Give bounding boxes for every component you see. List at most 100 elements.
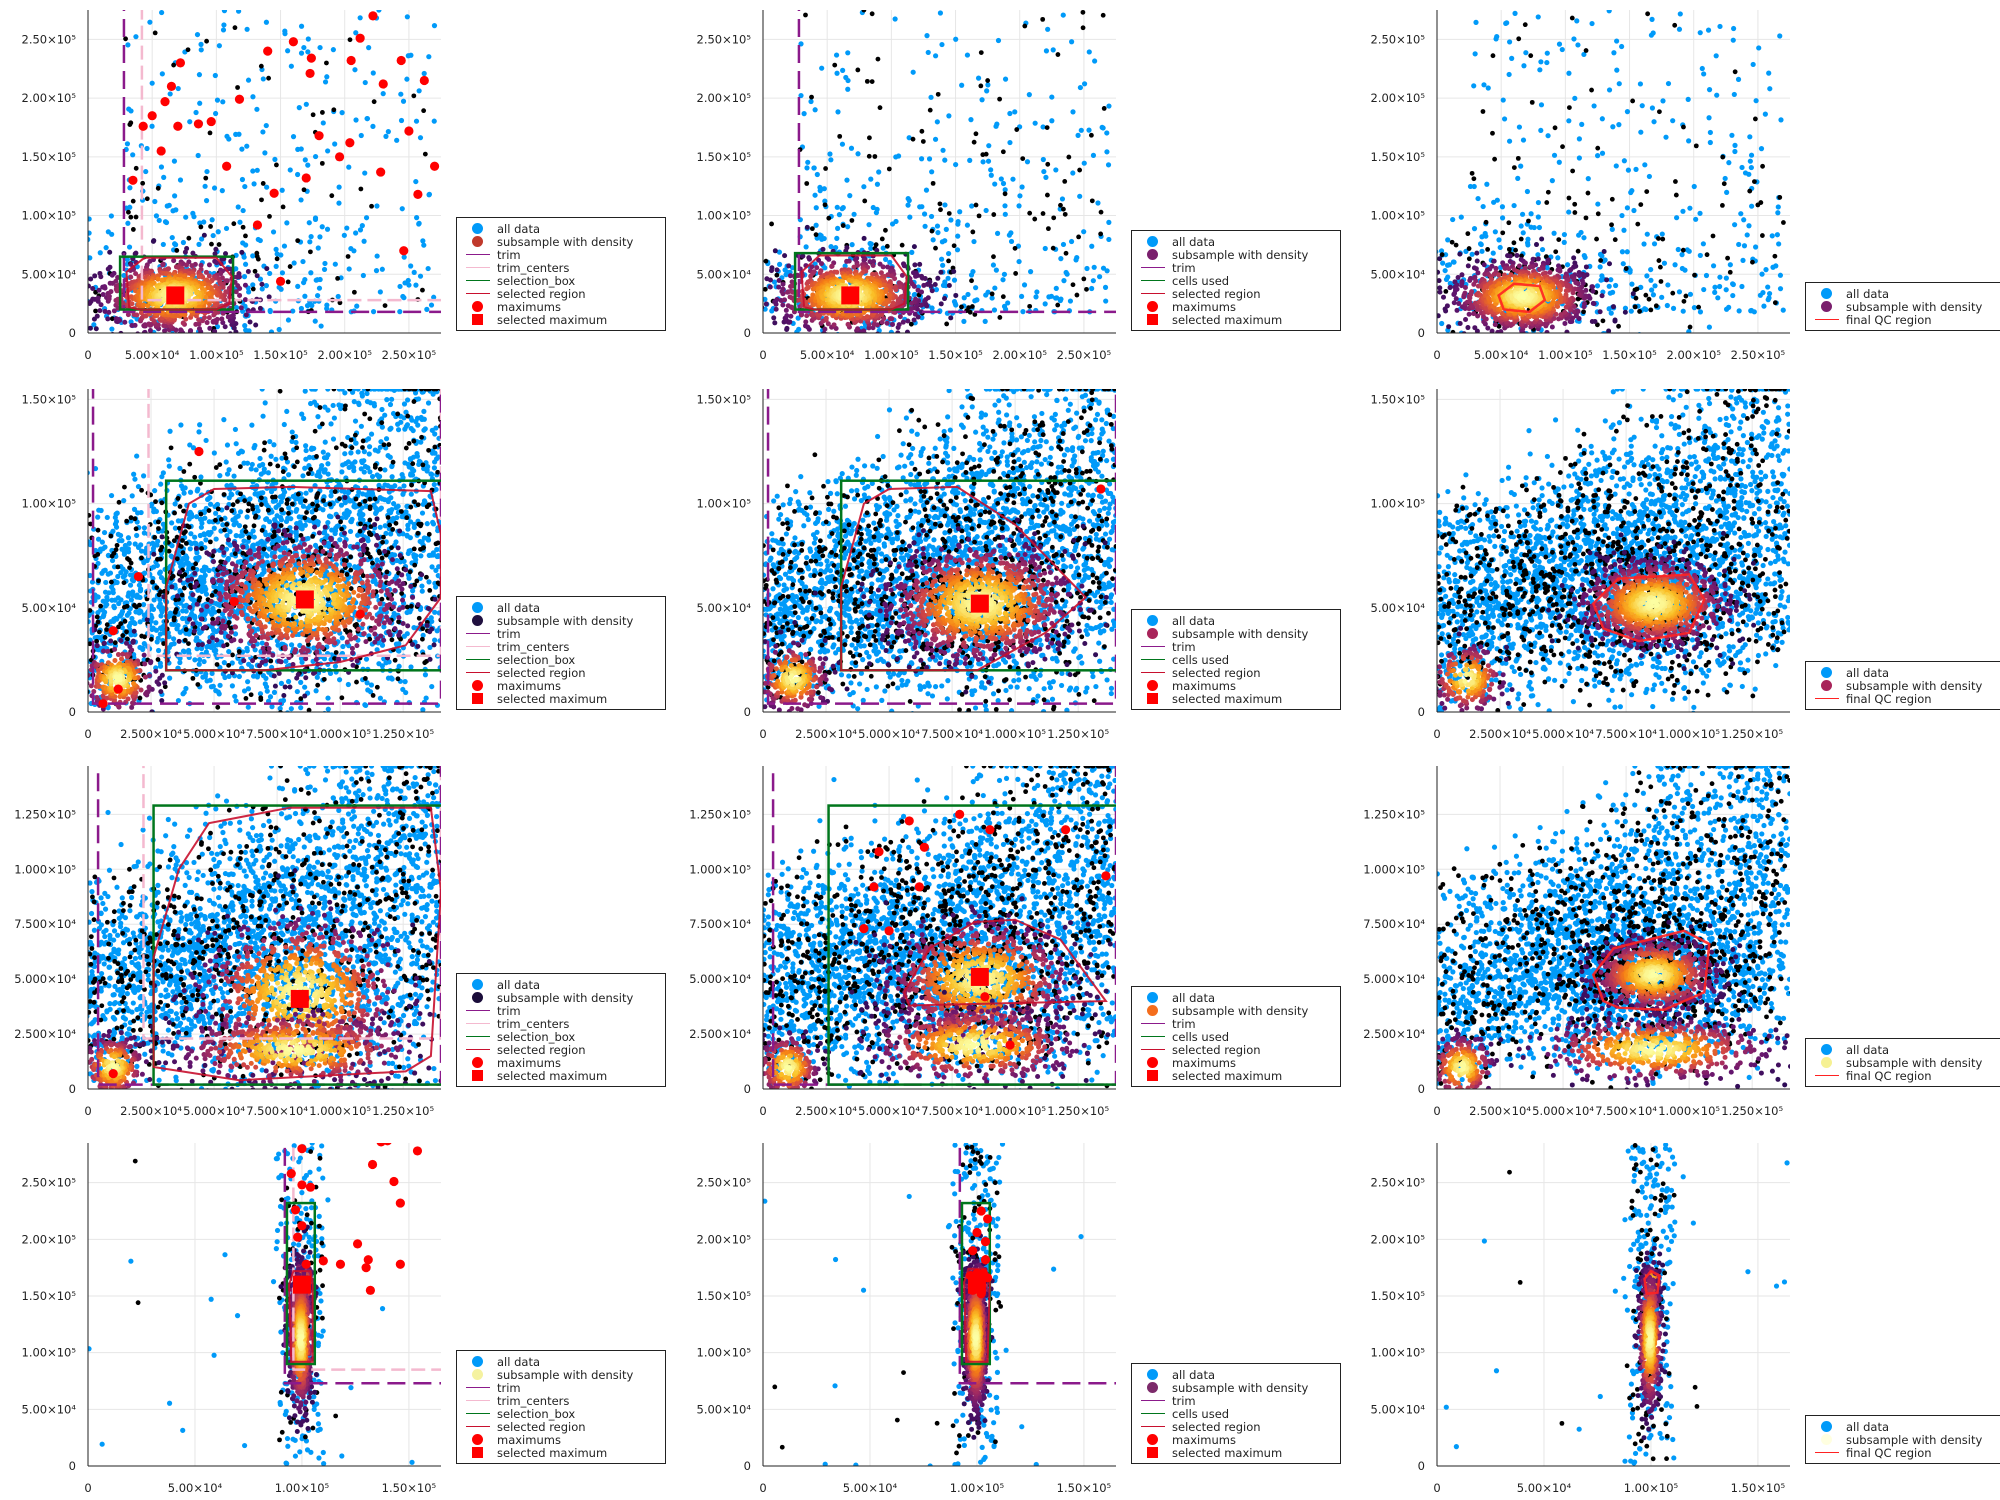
subsample-point (63, 300, 68, 305)
density-point (861, 328, 867, 333)
all-data-point (302, 157, 308, 163)
density-point (922, 298, 928, 304)
all-data-point (197, 365, 202, 370)
subsample-point (126, 209, 131, 215)
density-point (1573, 280, 1579, 286)
density-point (1430, 275, 1435, 280)
all-data-point (1691, 183, 1697, 190)
all-data-point (279, 187, 285, 193)
all-data-point (222, 371, 227, 376)
all-data-point (1471, 83, 1477, 89)
all-data-point (916, 368, 921, 373)
density-point (805, 284, 811, 290)
density-point (757, 316, 762, 321)
legend-symbol-icon (1140, 287, 1166, 300)
subsample-point (80, 265, 85, 270)
all-data-point (907, 214, 913, 220)
all-data-point (1685, 96, 1691, 102)
subsample-point (1014, 127, 1020, 132)
all-data-point (1016, 203, 1022, 209)
density-point (100, 291, 106, 297)
density-point (1454, 282, 1460, 288)
all-data-point (1571, 370, 1576, 375)
density-point (160, 338, 165, 343)
all-data-point (984, 88, 990, 94)
all-data-point (170, 337, 175, 342)
subsample-point (1617, 366, 1622, 371)
all-data-point (931, 383, 936, 388)
all-data-point (964, 52, 971, 58)
subsample-point (1519, 253, 1524, 259)
all-data-point (1518, 223, 1524, 229)
all-data-point (1471, 183, 1477, 190)
density-point (1474, 250, 1480, 256)
all-data-point (782, 267, 788, 273)
subsample-point (1572, 201, 1578, 207)
x-tick-label: 2.00×10⁵ (317, 348, 372, 362)
subsample-point (1583, 48, 1589, 53)
all-data-point (834, 204, 840, 210)
all-data-point (1736, 308, 1742, 314)
density-point (825, 321, 831, 327)
all-data-point (1642, 162, 1648, 168)
density-point (178, 327, 184, 333)
density-point (196, 326, 202, 332)
all-data-point (1778, 117, 1784, 123)
legend-label: maximums (1172, 300, 1236, 314)
all-data-point (1100, 125, 1106, 131)
all-data-point (1665, 282, 1671, 288)
subsample-point (944, 321, 950, 327)
density-point (1506, 277, 1512, 283)
subsample-point (1720, 203, 1725, 208)
density-point (1528, 274, 1534, 280)
legend-symbol-shape (1141, 293, 1165, 294)
all-data-point (1663, 134, 1669, 140)
all-data-point (912, 291, 918, 298)
all-data-point (1095, 200, 1101, 206)
all-data-point (930, 237, 936, 243)
all-data-point (1060, 12, 1066, 18)
density-point (1462, 284, 1468, 290)
all-data-point (905, 202, 911, 208)
all-data-point (680, 360, 685, 365)
all-data-point (1092, 58, 1098, 64)
subsample-point (1050, 245, 1056, 251)
density-point (1437, 289, 1443, 295)
subsample-point (978, 83, 984, 89)
all-data-point (953, 36, 959, 42)
subsample-point (946, 258, 951, 264)
all-data-point (1613, 163, 1619, 169)
density-point (262, 335, 267, 340)
maximum-marker (275, 276, 286, 286)
all-data-point (1386, 285, 1391, 290)
maximum-marker (222, 161, 232, 171)
subsample-point (1752, 116, 1758, 122)
legend-symbol-shape (472, 236, 483, 247)
density-point (1583, 264, 1589, 270)
subsample-point (933, 245, 938, 251)
subsample-point (422, 151, 428, 157)
subsample-point (1080, 25, 1086, 31)
all-data-point (1501, 116, 1508, 122)
all-data-point (1058, 296, 1064, 302)
density-point (881, 316, 887, 322)
density-point (887, 268, 893, 274)
all-data-point (318, 323, 324, 329)
all-data-point (124, 141, 131, 147)
all-data-point (163, 219, 170, 226)
all-data-point (274, 251, 280, 257)
subsample-point (243, 233, 248, 239)
subsample-point (809, 226, 815, 232)
subsample-point (886, 166, 892, 172)
all-data-point (171, 158, 178, 164)
all-data-point (408, 52, 414, 58)
subsample-point (1027, 303, 1033, 309)
density-point (206, 315, 212, 321)
all-data-point (263, 283, 269, 289)
all-data-point (404, 14, 410, 20)
all-data-point (358, 132, 364, 139)
all-data-point (182, 357, 187, 362)
all-data-point (44, 323, 49, 328)
all-data-point (1680, 308, 1686, 314)
density-point (856, 343, 861, 348)
